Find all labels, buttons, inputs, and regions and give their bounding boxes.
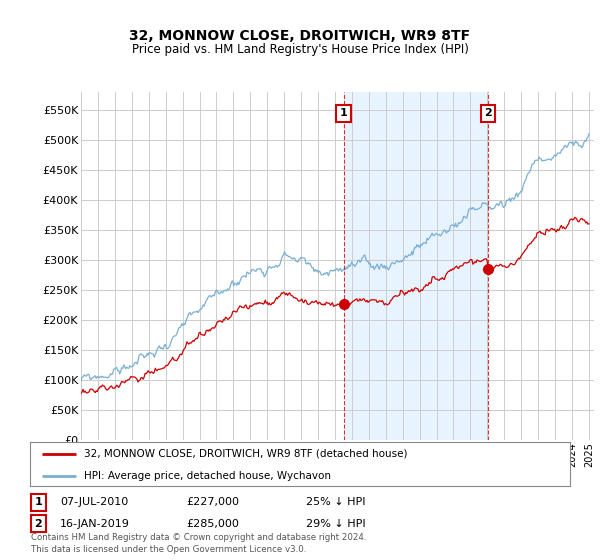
- Text: 16-JAN-2019: 16-JAN-2019: [60, 519, 130, 529]
- Text: 2: 2: [484, 108, 492, 118]
- Text: £285,000: £285,000: [186, 519, 239, 529]
- Text: 32, MONNOW CLOSE, DROITWICH, WR9 8TF (detached house): 32, MONNOW CLOSE, DROITWICH, WR9 8TF (de…: [84, 449, 407, 459]
- Text: 25% ↓ HPI: 25% ↓ HPI: [306, 497, 365, 507]
- Text: 32, MONNOW CLOSE, DROITWICH, WR9 8TF: 32, MONNOW CLOSE, DROITWICH, WR9 8TF: [130, 29, 470, 43]
- Text: Contains HM Land Registry data © Crown copyright and database right 2024.
This d: Contains HM Land Registry data © Crown c…: [31, 533, 367, 554]
- Text: 29% ↓ HPI: 29% ↓ HPI: [306, 519, 365, 529]
- Text: 1: 1: [35, 497, 42, 507]
- Text: Price paid vs. HM Land Registry's House Price Index (HPI): Price paid vs. HM Land Registry's House …: [131, 43, 469, 55]
- Text: 2: 2: [35, 519, 42, 529]
- Text: 07-JUL-2010: 07-JUL-2010: [60, 497, 128, 507]
- Text: £227,000: £227,000: [186, 497, 239, 507]
- Bar: [344, 92, 488, 440]
- Text: 1: 1: [340, 108, 347, 118]
- Text: HPI: Average price, detached house, Wychavon: HPI: Average price, detached house, Wych…: [84, 470, 331, 480]
